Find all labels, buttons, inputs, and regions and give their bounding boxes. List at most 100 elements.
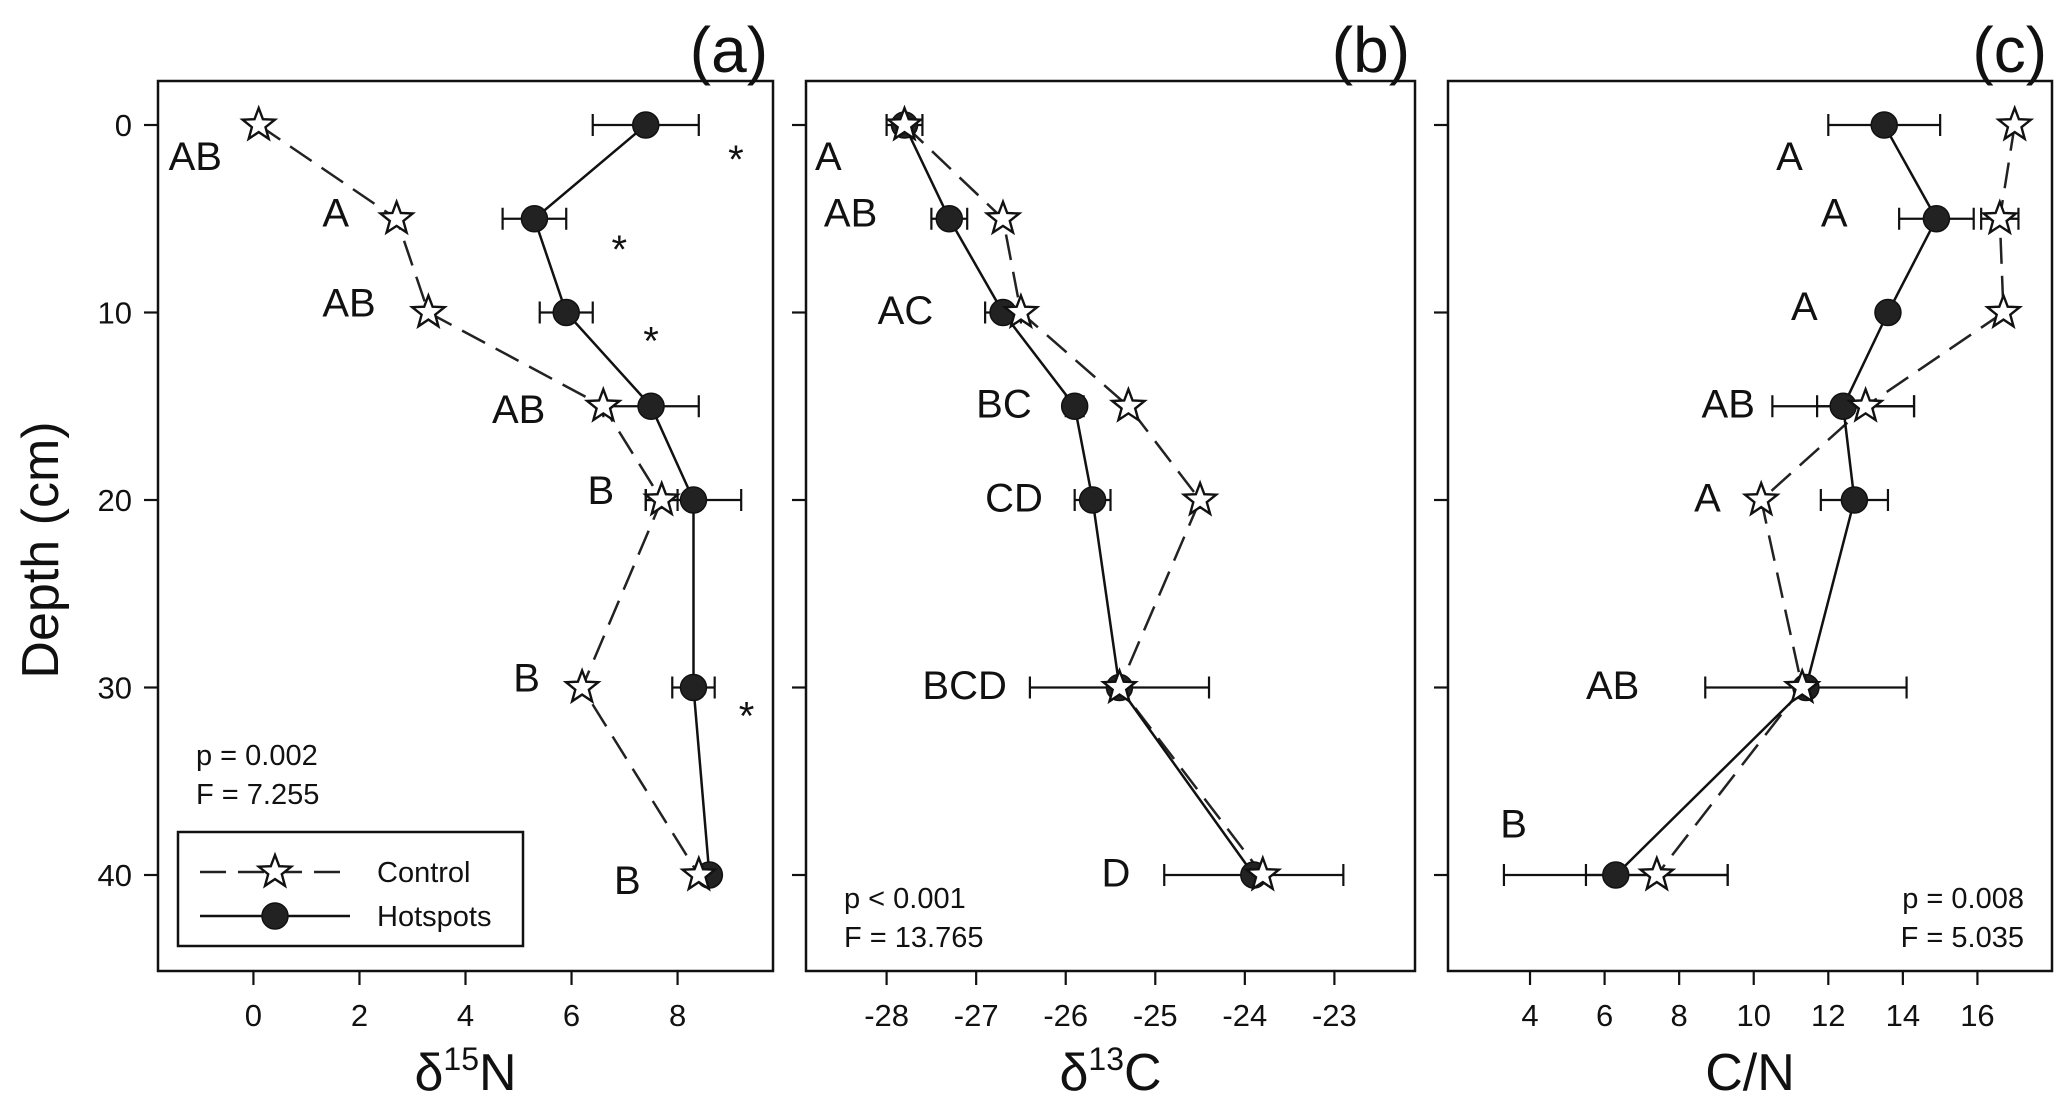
control-point [1637,854,1677,892]
hotspots-point [1060,392,1089,420]
y-tick-label: 10 [98,296,132,331]
control-point [377,198,416,236]
hotspots-point [1922,205,1951,233]
x-axis-label: δ15N [414,1041,516,1102]
control-point [1846,385,1885,423]
x-tick-label: -27 [954,998,999,1033]
hotspots-point [520,205,549,233]
significance-asterisk: * [739,695,755,739]
x-axis-label-base: δ [1059,1044,1088,1102]
stats-f-value: F = 5.035 [1901,922,2024,954]
y-axis-label: Depth (cm) [12,421,70,678]
x-tick-label: 6 [563,998,580,1033]
control-point [583,385,623,423]
control-point [1782,667,1822,705]
stats-p-value: p < 0.001 [844,883,966,915]
x-axis-label: C/N [1705,1044,1795,1102]
plot-frame [804,79,1417,973]
y-tick-label: 20 [98,483,132,518]
x-tick-label: 8 [1671,998,1688,1033]
control-point [679,854,719,892]
hotspots-point [935,205,964,233]
plot-frame [1446,79,2054,973]
significance-letter: AB [824,191,877,235]
control-point [983,198,1023,236]
significance-asterisk: * [643,320,659,364]
panel-b: -28 -27 -26 -25 -24 -23 δ13C (b) A AB AC BC CD BCD Dp … [792,14,1417,1102]
significance-letter: AB [169,135,222,179]
stats-f-value: F = 13.765 [844,922,983,954]
control-point [239,104,279,142]
significance-letter: BC [976,383,1032,427]
control-point [642,479,682,517]
hotspots-point [1602,861,1630,889]
x-tick-label: 4 [457,998,474,1033]
significance-letter: AB [1586,664,1639,708]
hotspots-point [1840,486,1869,514]
hotspots-point [552,298,580,327]
x-tick-label: 8 [669,998,686,1033]
stats-p-value: p = 0.002 [196,740,318,772]
hotspots-point [637,392,665,420]
legend-box [176,830,525,948]
x-axis-label-element: N [479,1044,517,1102]
y-tick-label: 30 [98,671,132,706]
significance-letter: D [1102,851,1131,895]
x-tick-label: -28 [864,998,909,1033]
stats-f-value: F = 7.255 [196,779,319,811]
significance-letter: BCD [922,664,1006,708]
significance-letter: B [513,656,540,700]
x-tick-label: -23 [1312,998,1357,1033]
hotspots-point [1874,298,1902,327]
x-tick-label: 16 [1960,998,1994,1033]
x-tick-label: -24 [1222,998,1267,1033]
hotspots-point [1078,486,1107,514]
significance-letter: AB [1702,383,1755,427]
significance-letter: A [1694,476,1721,520]
hotspots-point [632,111,660,139]
legend-control-label: Control [377,857,471,889]
significance-letter: A [1821,191,1848,235]
x-axis-label: δ13C [1059,1041,1161,1102]
control-point [562,667,602,705]
control-point [1180,479,1220,517]
significance-letter: A [1776,135,1803,179]
significance-letter: A [815,135,842,179]
control-point [1001,292,1041,330]
x-tick-label: -25 [1133,998,1178,1033]
panel-a: 0 10 20 30 40 0 2 4 6 8 δ15N (a) AB A AB AB B B B * * * * p = 0… [98,14,775,1102]
x-tick-label: -26 [1043,998,1088,1033]
legend: Control Hotspots [176,830,525,948]
significance-letter: B [1500,803,1527,847]
significance-letter: A [1791,285,1818,329]
x-axis-label-base: δ [414,1044,443,1102]
control-point [1984,292,2023,330]
x-tick-label: 12 [1811,998,1845,1033]
y-tick-label: 0 [115,108,132,143]
control-point [1243,854,1283,892]
legend-hotspots-marker [261,902,289,930]
x-axis-label-superscript: 13 [1088,1041,1124,1077]
control-point [1100,667,1139,705]
control-point [1995,104,2035,142]
control-point [408,292,448,330]
control-series-line [257,123,700,876]
panel-label: (a) [690,14,768,86]
significance-asterisk: * [611,228,627,272]
x-tick-label: 10 [1736,998,1770,1033]
significance-letter: A [322,191,349,235]
y-tick-label: 40 [98,858,132,893]
x-tick-label: 4 [1521,998,1538,1033]
legend-control-marker [255,851,295,889]
x-tick-label: 2 [351,998,368,1033]
control-point [1980,198,2020,236]
panel-label: (c) [1972,14,2047,86]
control-point [1741,479,1781,517]
significance-letter: CD [985,476,1043,520]
x-axis-label-element: C [1124,1044,1162,1102]
hotspots-point [679,673,708,702]
panel-label: (b) [1332,14,1410,86]
legend-hotspots-label: Hotspots [377,901,491,933]
significance-letter: B [614,859,641,903]
